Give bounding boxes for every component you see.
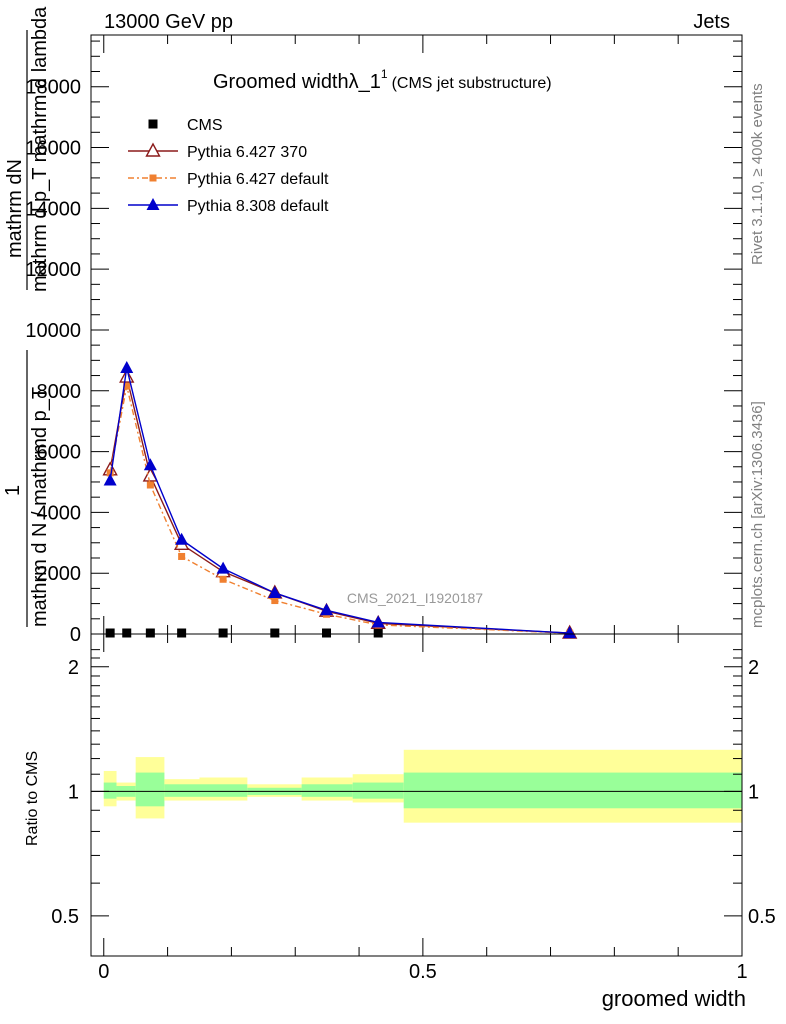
ratio-panel-frame xyxy=(90,633,743,957)
x-axis-label: groomed width xyxy=(602,986,746,1011)
main-axis-ticks xyxy=(91,35,743,635)
data-point xyxy=(146,481,154,489)
ratio-inner-band xyxy=(164,784,200,797)
chart-title-sup: 1 xyxy=(381,67,388,81)
legend-marker xyxy=(146,198,160,210)
legend-label: Pythia 6.427 370 xyxy=(187,144,307,161)
data-point xyxy=(373,628,383,638)
rivet-version-note: Rivet 3.1.10, ≥ 400k events xyxy=(749,83,766,265)
data-point xyxy=(143,458,157,471)
legend-marker xyxy=(148,119,158,129)
main-y-tick-label: 12000 xyxy=(25,259,81,281)
ratio-inner-band xyxy=(301,784,353,797)
series-1 xyxy=(102,368,578,639)
ratio-inner-band xyxy=(403,772,742,809)
ratio-y-tick-label-right: 2 xyxy=(748,657,759,679)
main-y-tick-label: 18000 xyxy=(25,77,81,99)
x-tick-label: 0.5 xyxy=(409,961,437,983)
data-point xyxy=(123,382,131,390)
mcplots-source-note: mcplots.cern.ch [arXiv:1306.3436] xyxy=(749,401,766,628)
legend-marker xyxy=(145,142,161,157)
legend-label: Pythia 6.427 default xyxy=(187,171,329,188)
series-line-3 xyxy=(109,367,570,634)
series-layer xyxy=(102,360,578,639)
series-3 xyxy=(103,360,577,639)
data-point xyxy=(103,473,117,486)
data-point xyxy=(268,585,282,598)
main-y-tick-label: 2000 xyxy=(37,563,82,585)
legend-label: CMS xyxy=(187,117,223,134)
ratio-inner-band xyxy=(352,782,404,799)
chart-title-sub: (CMS jet substructure) xyxy=(392,75,552,92)
ratio-y-tick-label-right: 1 xyxy=(748,781,759,803)
data-point xyxy=(142,467,159,482)
main-y-tick-label: 4000 xyxy=(37,502,82,524)
y-label-numerator: mathrm dN xyxy=(4,159,26,258)
main-y-tick-label: 8000 xyxy=(37,381,82,403)
ratio-y-tick-label-left: 0.5 xyxy=(51,906,79,928)
y-label-bottom: mathrm d N / mathrmd p_T xyxy=(29,387,51,627)
main-y-tick-label: 16000 xyxy=(25,138,81,160)
ratio-inner-band xyxy=(103,782,117,799)
ratio-y-tick-label-left: 1 xyxy=(68,781,79,803)
main-y-axis-label: mathrm dN mathrm d p_T mathrm d lambda 1… xyxy=(2,6,51,627)
ratio-y-tick-label-right: 0.5 xyxy=(748,906,776,928)
data-point xyxy=(105,628,115,638)
data-point xyxy=(219,575,227,583)
category-label: Jets xyxy=(693,11,730,33)
series-line-2 xyxy=(109,386,570,634)
main-y-tick-labels: 0 2000 4000 6000 8000 10000 12000 14000 16000 180… xyxy=(25,77,81,646)
main-y-tick-label: 0 xyxy=(70,624,81,646)
ratio-axis-ticks: 0.5 0.5 1 1 2 2 0 0.5 1 xyxy=(51,634,776,983)
data-point xyxy=(216,561,230,574)
data-point xyxy=(218,628,228,638)
y-label-denominator: mathrm d p_T mathrm d lambda xyxy=(29,6,51,292)
main-y-tick-label: 10000 xyxy=(25,320,81,342)
data-point xyxy=(145,628,155,638)
energy-label: 13000 GeV pp xyxy=(104,11,233,33)
legend-marker xyxy=(149,174,157,182)
legend: CMS Pythia 6.427 370 Pythia 6.427 default P… xyxy=(128,117,329,215)
ratio-y-tick-label-left: 2 xyxy=(68,657,79,679)
data-point xyxy=(320,603,334,616)
series-0 xyxy=(105,628,383,638)
main-y-tick-label: 6000 xyxy=(37,442,82,464)
data-point xyxy=(271,597,279,605)
ratio-inner-band xyxy=(135,772,165,807)
analysis-watermark: CMS_2021_I1920187 xyxy=(347,590,483,606)
data-point xyxy=(178,552,186,560)
ratio-bands xyxy=(103,749,742,823)
ratio-y-axis-label: Ratio to CMS xyxy=(24,751,41,846)
data-point xyxy=(177,628,187,638)
data-point xyxy=(122,628,132,638)
series-2 xyxy=(106,382,574,637)
series-line-1 xyxy=(109,376,570,634)
x-tick-label: 1 xyxy=(736,961,747,983)
data-point xyxy=(120,360,134,373)
data-point xyxy=(563,626,577,639)
data-point xyxy=(371,615,385,628)
y-label-one: 1 xyxy=(2,485,24,496)
data-point xyxy=(106,469,114,477)
ratio-inner-band xyxy=(199,784,248,797)
data-point xyxy=(175,532,189,545)
data-point xyxy=(322,628,332,638)
chart-title-main: Groomed widthλ_1 xyxy=(213,71,381,93)
chart-title: Groomed widthλ_11 (CMS jet substructure) xyxy=(213,67,552,93)
data-point xyxy=(270,628,280,638)
legend-label: Pythia 8.308 default xyxy=(187,198,329,215)
x-tick-label: 0 xyxy=(98,961,109,983)
main-y-tick-label: 14000 xyxy=(25,198,81,220)
